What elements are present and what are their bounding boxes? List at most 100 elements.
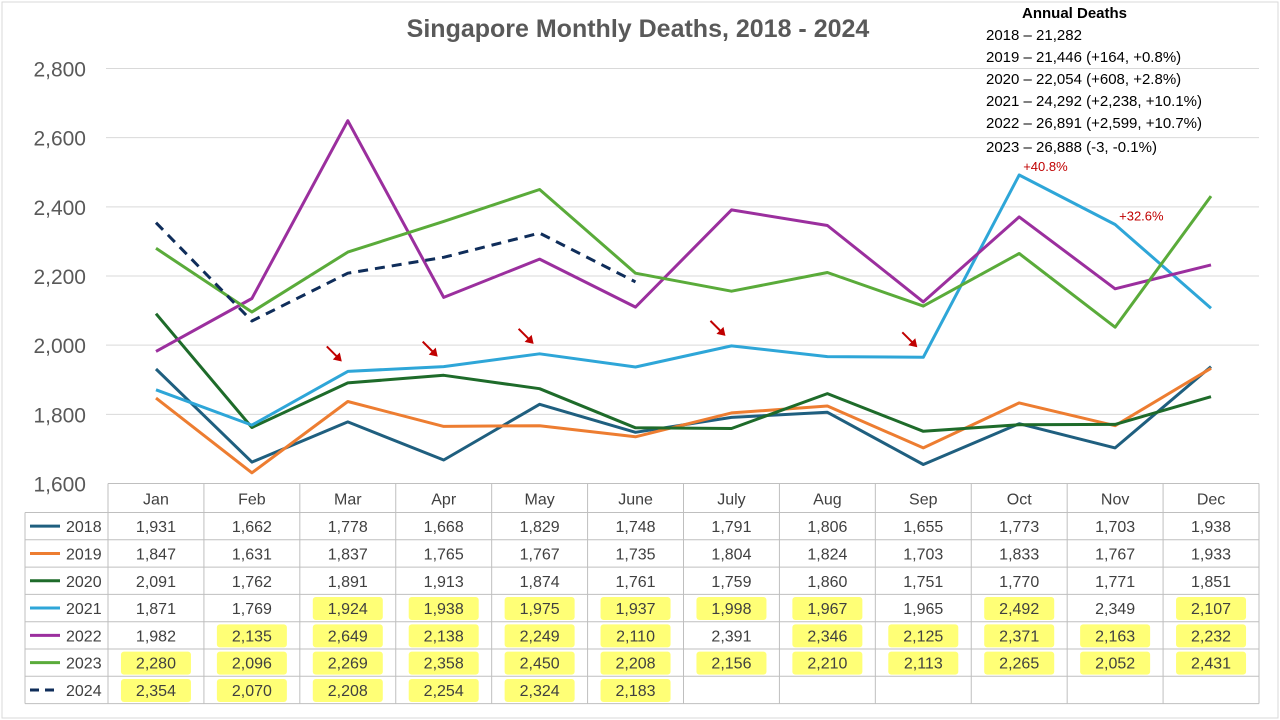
callout-label: +40.8% <box>1023 159 1068 174</box>
legend-label: 2023 <box>66 656 102 673</box>
data-label: 2,431 <box>1191 656 1231 673</box>
data-label: 1,937 <box>616 601 656 618</box>
data-label: 1,851 <box>1191 574 1231 591</box>
arrow-markers <box>326 320 918 362</box>
x-tick-label: Dec <box>1197 492 1225 509</box>
data-table: Jan Feb Mar Apr May June July Aug Sep Oct Nov Dec 20… <box>24 483 1260 705</box>
data-label: 2,125 <box>903 628 943 645</box>
highlight-mark <box>312 624 383 648</box>
data-label: 1,891 <box>328 574 368 591</box>
data-label: 1,655 <box>903 519 943 536</box>
data-label: 2,324 <box>520 683 560 700</box>
legend-label: 2019 <box>66 546 102 563</box>
data-label: 1,748 <box>616 519 656 536</box>
data-label: 1,735 <box>616 546 656 563</box>
y-tick-label: 2,200 <box>33 266 86 289</box>
data-label: 2,183 <box>616 683 656 700</box>
x-tick-label: May <box>525 492 555 509</box>
data-label: 2,070 <box>232 683 272 700</box>
highlight-mark <box>504 678 575 702</box>
series-line-2023 <box>155 188 1213 329</box>
y-axis-ticks: 1,600 1,800 2,000 2,200 2,400 2,600 2,800 <box>33 59 86 497</box>
data-label: 1,759 <box>711 574 751 591</box>
highlight-mark <box>696 597 767 621</box>
x-tick-label: Sep <box>909 492 938 509</box>
data-label: 1,762 <box>232 574 272 591</box>
data-label: 1,631 <box>232 546 272 563</box>
data-label: 2,649 <box>328 628 368 645</box>
highlight-mark <box>216 624 287 648</box>
highlight-mark <box>984 624 1055 648</box>
data-label: 1,913 <box>424 574 464 591</box>
data-label: 1,931 <box>136 519 176 536</box>
data-label: 1,998 <box>711 601 751 618</box>
highlight-mark <box>408 597 479 621</box>
data-label: 1,933 <box>1191 546 1231 563</box>
data-label: 2,265 <box>999 656 1039 673</box>
data-label: 1,703 <box>903 546 943 563</box>
data-label: 1,975 <box>520 601 560 618</box>
highlight-mark <box>312 597 383 621</box>
x-tick-label: Nov <box>1101 492 1129 509</box>
data-label: 1,965 <box>903 601 943 618</box>
data-label: 1,871 <box>136 601 176 618</box>
highlight-mark <box>600 651 671 675</box>
x-tick-label: Oct <box>1007 492 1032 509</box>
arrow-marker <box>709 320 726 336</box>
highlight-mark <box>888 651 959 675</box>
x-tick-label: Aug <box>813 492 841 509</box>
data-label: 1,751 <box>903 574 943 591</box>
data-label: 2,113 <box>904 656 943 673</box>
series-line-2021 <box>155 173 1212 427</box>
series-line-2024 <box>154 221 637 323</box>
annual-deaths-line: 2021 – 24,292 (+2,238, +10.1%) <box>986 93 1202 110</box>
data-label: 2,135 <box>232 628 272 645</box>
data-label: 2,254 <box>424 683 464 700</box>
data-label: 1,847 <box>136 546 176 563</box>
annual-deaths-line: 2023 – 26,888 (-3, -0.1%) <box>986 139 1157 156</box>
data-label: 2,354 <box>136 683 176 700</box>
series-line-2020 <box>154 312 1212 433</box>
legend-label: 2018 <box>66 519 102 536</box>
data-label: 2,346 <box>807 628 847 645</box>
data-label: 2,450 <box>520 656 560 673</box>
data-label: 2,492 <box>999 601 1039 618</box>
highlight-mark <box>312 651 383 675</box>
data-label: 1,938 <box>1191 519 1231 536</box>
arrow-marker <box>901 331 918 348</box>
highlight-mark <box>1176 597 1247 621</box>
series-lines <box>154 119 1213 475</box>
data-label: 1,804 <box>711 546 751 563</box>
x-tick-label: June <box>618 492 653 509</box>
highlight-mark <box>984 651 1055 675</box>
highlight-mark <box>312 678 383 702</box>
highlight-mark <box>984 597 1055 621</box>
data-label: 2,349 <box>1095 601 1135 618</box>
data-label: 1,833 <box>999 546 1039 563</box>
y-tick-label: 1,800 <box>33 404 86 427</box>
highlight-mark <box>1080 651 1151 675</box>
data-label: 2,269 <box>328 656 368 673</box>
highlight-mark <box>216 678 287 702</box>
callout-label: +32.6% <box>1119 208 1164 223</box>
highlight-mark <box>1176 651 1247 675</box>
data-label: 1,874 <box>520 574 560 591</box>
data-label: 2,096 <box>232 656 272 673</box>
data-label: 1,824 <box>807 546 847 563</box>
highlight-mark <box>216 651 287 675</box>
data-label: 1,770 <box>999 574 1039 591</box>
data-label: 1,767 <box>1095 546 1135 563</box>
legend-label: 2021 <box>66 601 102 618</box>
data-label: 2,110 <box>616 628 655 645</box>
highlight-mark <box>888 624 959 648</box>
annual-deaths-line: 2018 – 21,282 <box>986 27 1082 44</box>
annual-deaths-annotation: Annual Deaths 2018 – 21,282 2019 – 21,44… <box>986 5 1202 156</box>
data-label: 1,778 <box>328 519 368 536</box>
data-label: 1,791 <box>711 519 751 536</box>
data-label: 1,967 <box>807 601 847 618</box>
annual-deaths-heading: Annual Deaths <box>1022 5 1127 22</box>
data-label: 1,982 <box>136 628 176 645</box>
data-label: 1,938 <box>424 601 464 618</box>
data-label: 1,806 <box>807 519 847 536</box>
data-label: 2,208 <box>616 656 656 673</box>
